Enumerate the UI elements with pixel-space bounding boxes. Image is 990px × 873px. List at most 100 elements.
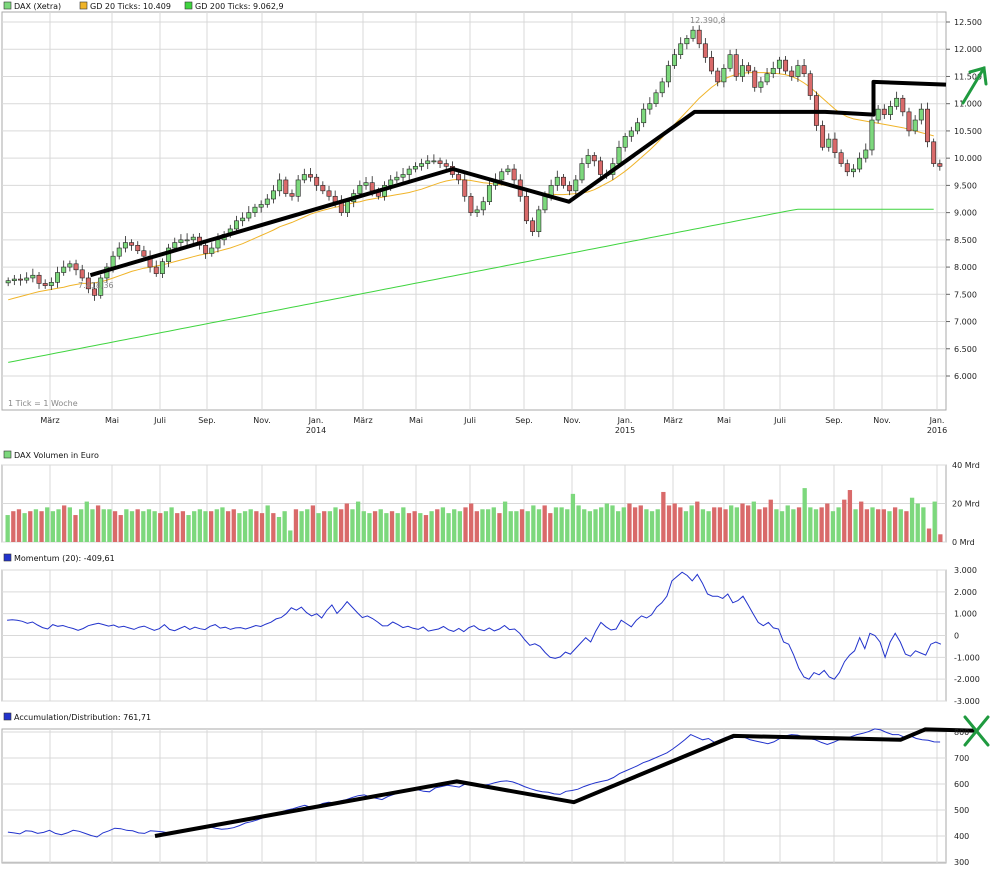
y-tick-label: 7.000 bbox=[954, 318, 977, 327]
candle-body bbox=[789, 70, 795, 77]
volume-bar bbox=[395, 513, 400, 542]
candle-body bbox=[511, 168, 517, 181]
candle-body bbox=[567, 185, 573, 192]
candle-body bbox=[5, 280, 11, 284]
candle bbox=[42, 279, 48, 289]
candle-body bbox=[850, 168, 856, 173]
volume-bar bbox=[276, 516, 282, 542]
candle bbox=[474, 205, 480, 217]
candle-body bbox=[357, 185, 363, 194]
volume-bar bbox=[921, 507, 926, 542]
volume-bar bbox=[717, 507, 723, 542]
candle-body bbox=[530, 220, 536, 232]
volume-bar bbox=[231, 509, 236, 542]
candle bbox=[11, 274, 17, 286]
volume-bar bbox=[604, 503, 609, 542]
candle-body bbox=[665, 65, 671, 83]
volume-bar bbox=[779, 511, 785, 542]
candle-body bbox=[79, 269, 85, 279]
ad-panel: Accumulation/Distribution: 761,71 800 700… bbox=[1, 712, 990, 867]
candle-body bbox=[622, 136, 628, 148]
volume-bar bbox=[305, 509, 310, 542]
legend-row: DAX (Xetra) GD 20 Ticks: 10.409 GD 200 T… bbox=[3, 1, 284, 11]
candle-body bbox=[912, 119, 918, 132]
volume-bar bbox=[406, 513, 412, 542]
volume-bar bbox=[536, 509, 542, 542]
month-label: Jan. bbox=[617, 416, 633, 425]
candle-body bbox=[925, 108, 930, 143]
volume-bar bbox=[271, 513, 276, 542]
volume-bar bbox=[361, 511, 366, 542]
candle-body bbox=[900, 97, 906, 113]
candle bbox=[48, 277, 54, 290]
candle bbox=[931, 138, 937, 167]
volume-bar bbox=[197, 509, 202, 542]
candle bbox=[240, 212, 246, 227]
candle-body bbox=[369, 182, 375, 192]
candle-body bbox=[888, 106, 893, 115]
candle-body bbox=[795, 65, 801, 77]
candle-body bbox=[412, 166, 418, 170]
candle-body bbox=[807, 73, 813, 96]
volume-bar bbox=[497, 513, 502, 542]
candle-body bbox=[116, 247, 122, 257]
volume-bar bbox=[615, 511, 621, 542]
volume-bar bbox=[768, 499, 773, 542]
candle bbox=[857, 152, 863, 173]
candle bbox=[153, 260, 159, 277]
candle-body bbox=[419, 163, 425, 167]
x-mark-annotation bbox=[963, 715, 990, 747]
volume-bar bbox=[723, 509, 728, 542]
candle bbox=[530, 217, 536, 237]
volume-bar bbox=[559, 507, 564, 542]
candle-body bbox=[203, 244, 209, 254]
volume-bar bbox=[729, 505, 734, 542]
candle bbox=[702, 38, 708, 63]
volume-bar bbox=[90, 509, 95, 542]
candle bbox=[807, 70, 813, 100]
candle-body bbox=[209, 247, 215, 254]
volume-bar bbox=[316, 513, 321, 542]
candle bbox=[129, 239, 135, 251]
y-tick-label: 0 bbox=[954, 632, 959, 641]
volume-y-axis: 40 Mrd 20 Mrd 0 Mrd bbox=[952, 461, 980, 547]
y-tick-label: 500 bbox=[954, 806, 969, 815]
candle bbox=[739, 59, 745, 82]
candle-body bbox=[61, 266, 67, 273]
candle-body bbox=[659, 81, 665, 94]
volume-bar bbox=[774, 509, 779, 542]
candle-body bbox=[554, 176, 560, 186]
trend-path bbox=[89, 79, 947, 278]
candle bbox=[795, 59, 801, 82]
volume-bar bbox=[938, 534, 943, 542]
legend-main-title: DAX (Xetra) bbox=[14, 2, 61, 11]
candle-body bbox=[301, 174, 307, 181]
volume-bar bbox=[813, 509, 819, 542]
volume-bar bbox=[502, 501, 508, 542]
y-tick-label: 9.000 bbox=[954, 209, 977, 218]
candle-body bbox=[536, 209, 542, 232]
volume-bar bbox=[519, 509, 525, 542]
legend-sma200-icon bbox=[184, 1, 193, 10]
candle bbox=[431, 154, 437, 165]
volume-bar bbox=[785, 505, 790, 542]
candle-body bbox=[733, 54, 739, 77]
momentum-path bbox=[7, 571, 942, 680]
candle-body bbox=[277, 179, 283, 192]
candle-body bbox=[715, 70, 721, 83]
y-tick-label: 12.000 bbox=[954, 45, 982, 54]
candle-body bbox=[931, 141, 937, 164]
year-label: 2014 bbox=[306, 426, 326, 435]
candle bbox=[783, 56, 789, 75]
candle-body bbox=[906, 111, 912, 132]
month-label: Jan. bbox=[929, 416, 945, 425]
volume-bar bbox=[757, 509, 762, 542]
candle-body bbox=[11, 278, 17, 281]
legend-sma200: GD 200 Ticks: 9.062,9 bbox=[195, 2, 284, 11]
candle bbox=[653, 89, 659, 107]
candle bbox=[406, 165, 412, 180]
candle bbox=[73, 259, 79, 276]
y-tick-label: -2.000 bbox=[954, 675, 980, 684]
candle-body bbox=[480, 201, 486, 211]
